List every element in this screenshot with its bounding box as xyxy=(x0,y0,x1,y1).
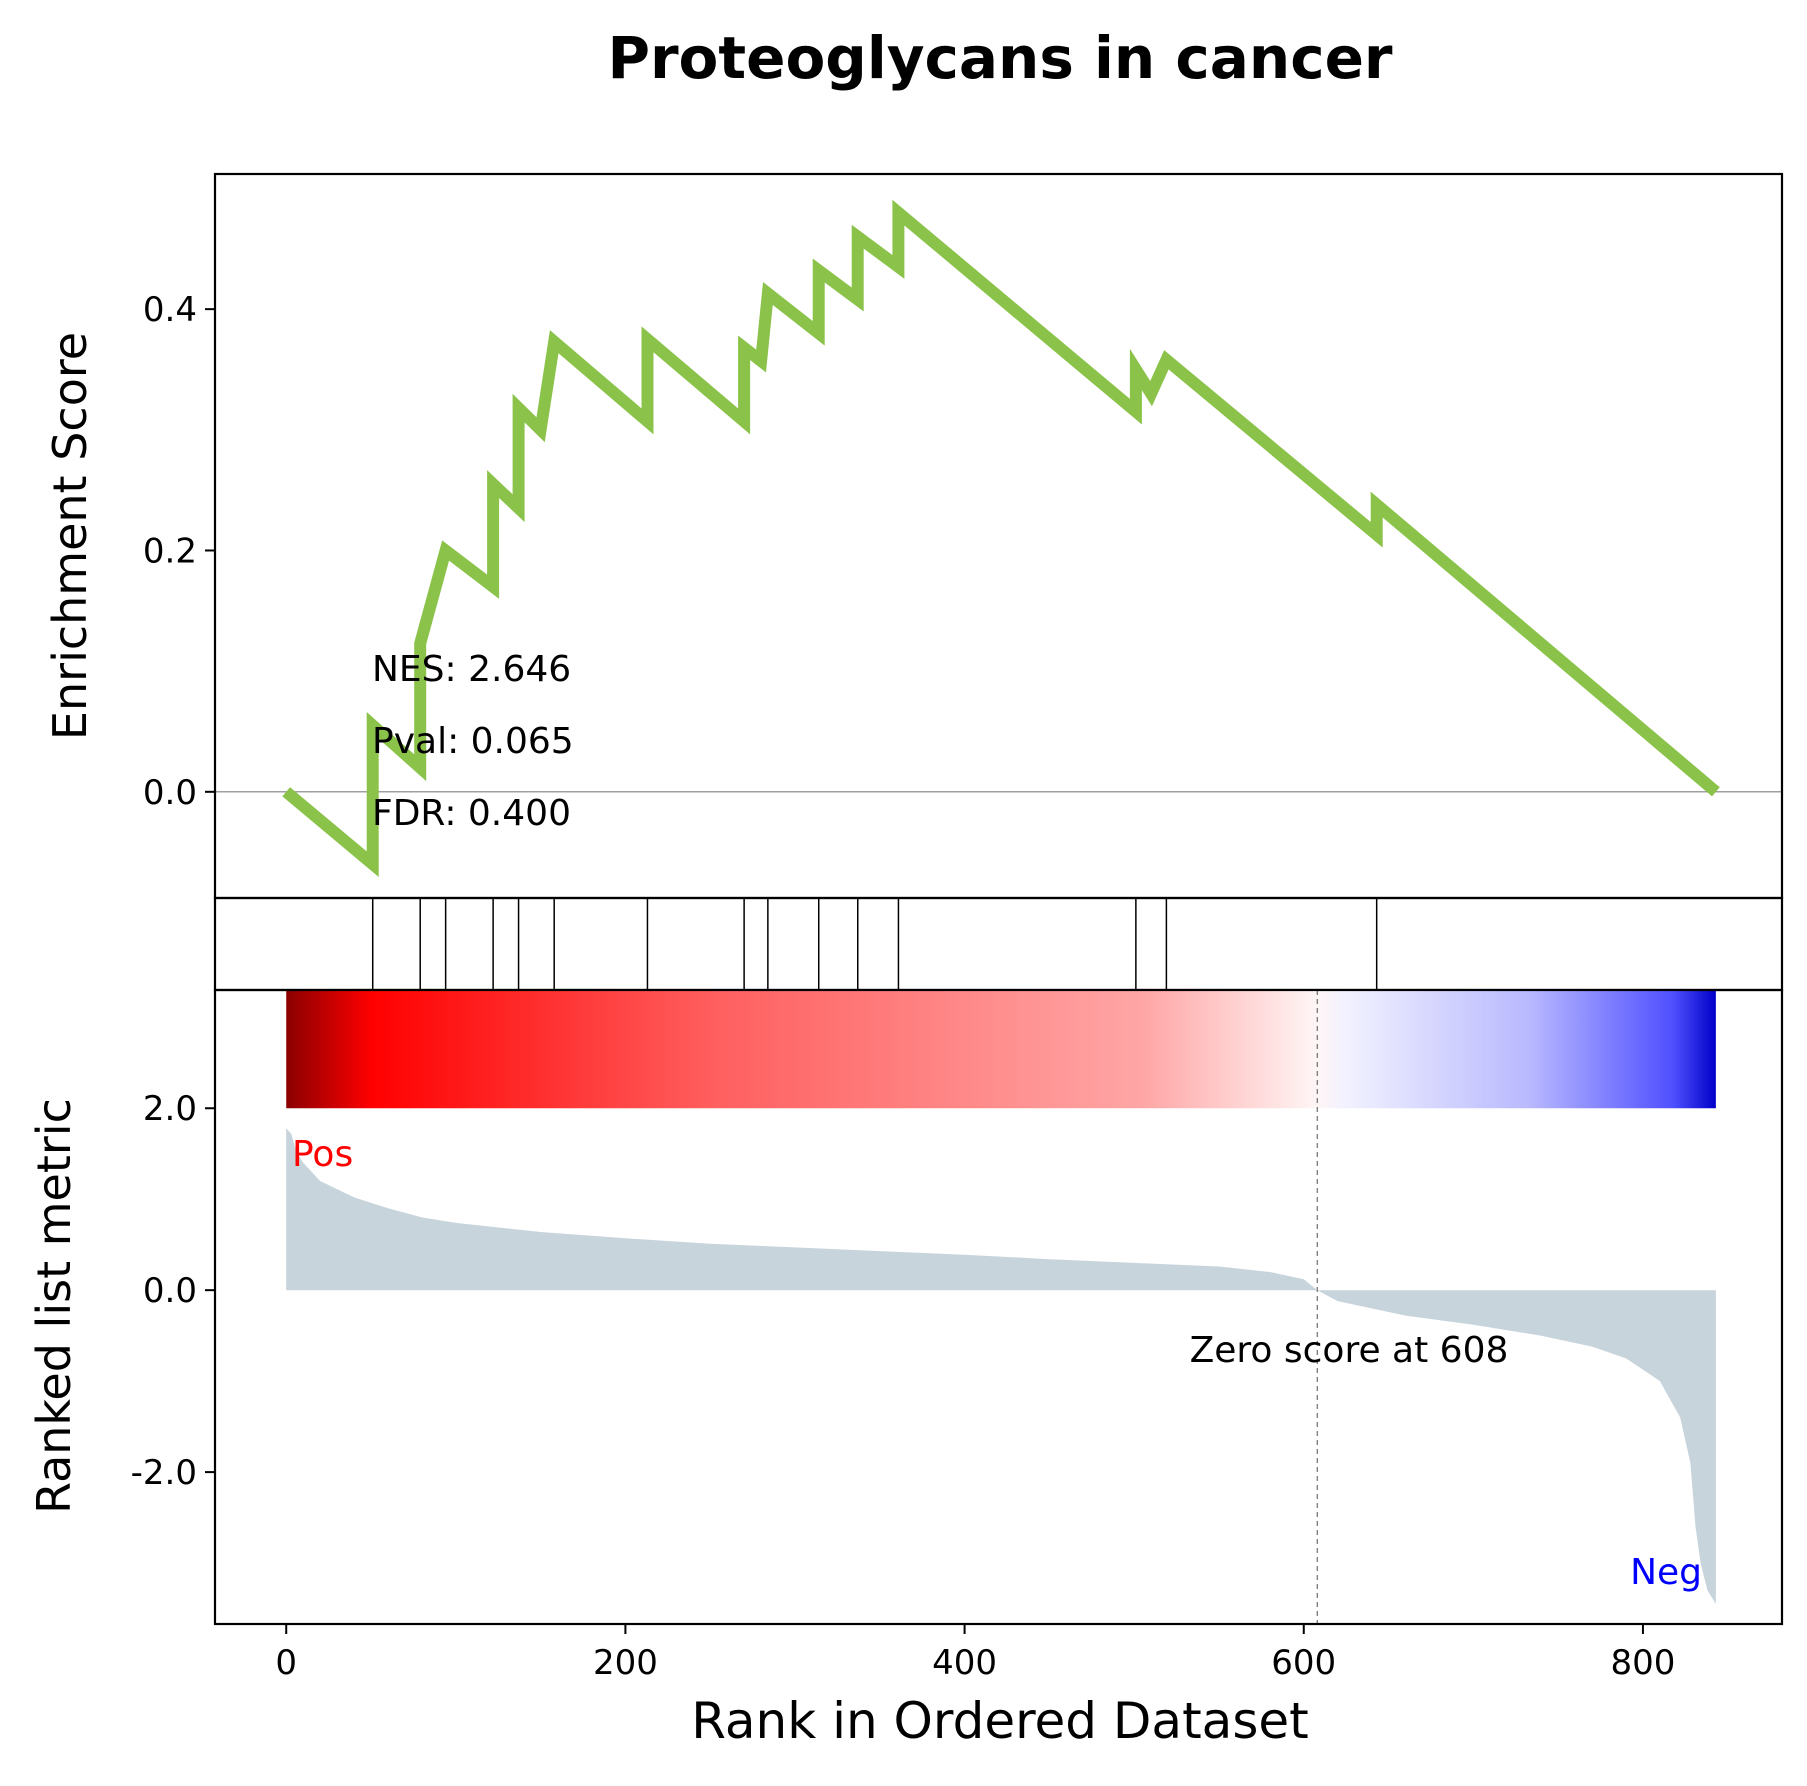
hits-panel-frame xyxy=(213,896,1784,992)
colorbar xyxy=(286,990,1716,1109)
x-tick-label-1: 200 xyxy=(593,1643,658,1683)
hits-panel xyxy=(213,896,1784,992)
es-y-ticks: 0.0 0.2 0.4 xyxy=(143,290,215,813)
x-tick-label-2: 400 xyxy=(932,1643,997,1683)
es-panel: NES: 2.646 Pval: 0.065 FDR: 0.400 0.0 0.2… xyxy=(43,172,1784,900)
x-tick-label-4: 800 xyxy=(1610,1643,1675,1683)
es-y-axis-label: Enrichment Score xyxy=(43,332,97,740)
rank-y-ticks: 2.0 0.0 -2.0 xyxy=(131,1089,215,1493)
rank-y-axis-label: Ranked list metric xyxy=(27,1098,81,1514)
x-tick-label-3: 600 xyxy=(1271,1643,1336,1683)
hit-lines xyxy=(371,898,1378,990)
es-panel-frame xyxy=(213,172,1784,900)
es-y-tick-label-0: 0.0 xyxy=(143,773,197,813)
neg-label: Neg xyxy=(1630,1552,1702,1593)
rank-y-tick-label-0: 2.0 xyxy=(143,1089,197,1129)
x-tick-label-0: 0 xyxy=(275,1643,297,1683)
zero-score-label: Zero score at 608 xyxy=(1190,1330,1509,1371)
x-axis-label: Rank in Ordered Dataset xyxy=(691,1692,1308,1750)
x-ticks: 0 200 400 600 800 xyxy=(275,1624,1675,1683)
nes-stat: NES: 2.646 xyxy=(372,649,571,690)
pval-stat: Pval: 0.065 xyxy=(372,721,574,762)
rank-y-tick-label-2: -2.0 xyxy=(131,1453,197,1493)
es-line xyxy=(282,199,1720,878)
rank-y-tick-label-1: 0.0 xyxy=(143,1271,197,1311)
es-y-tick-label-2: 0.4 xyxy=(143,290,197,330)
pos-label: Pos xyxy=(292,1134,353,1175)
fdr-stat: FDR: 0.400 xyxy=(372,793,571,834)
rank-panel-frame xyxy=(213,988,1784,1626)
ranked-metric-area xyxy=(286,1128,1716,1604)
chart-title: Proteoglycans in cancer xyxy=(607,24,1392,92)
es-y-tick-label-1: 0.2 xyxy=(143,531,197,571)
rank-panel: Zero score at 608 Pos Neg 2.0 0.0 -2.0 Ran… xyxy=(27,988,1784,1626)
